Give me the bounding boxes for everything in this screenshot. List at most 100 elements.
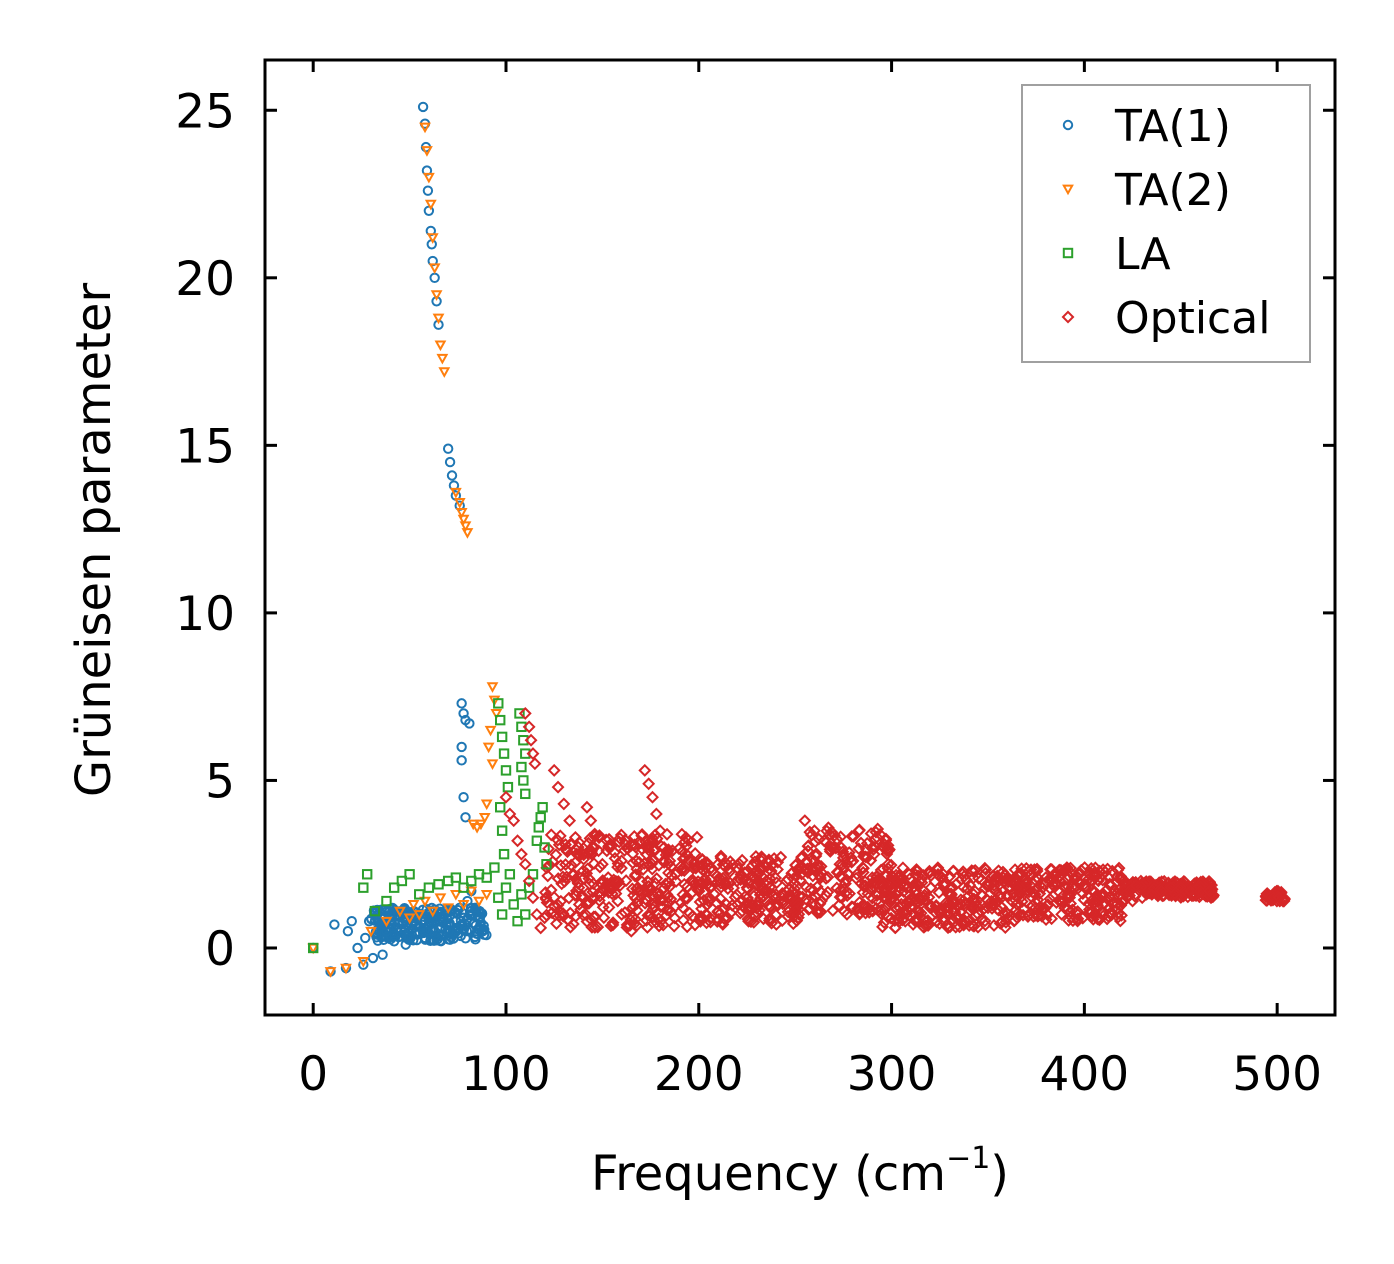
data-point-optical: [792, 907, 806, 921]
data-point-optical: [584, 814, 598, 828]
data-point-optical: [642, 843, 656, 857]
data-point-ta-1-: [377, 949, 388, 960]
data-point-optical: [554, 859, 568, 872]
data-point-optical: [1030, 870, 1044, 884]
data-point-optical: [681, 834, 695, 847]
data-point-optical: [668, 900, 682, 914]
data-point-optical: [703, 911, 717, 925]
ticks-layer: [265, 60, 1335, 1015]
data-point-optical: [939, 896, 953, 910]
data-point-optical: [932, 886, 946, 900]
data-point-optical: [661, 843, 675, 857]
data-point-optical: [1183, 884, 1197, 898]
data-point-optical: [1106, 891, 1120, 905]
data-point-optical: [554, 894, 568, 908]
data-point-optical: [548, 908, 562, 922]
data-point-optical: [957, 897, 971, 911]
data-point-optical: [808, 824, 821, 838]
data-point-optical: [1055, 907, 1069, 921]
data-point-la: [466, 875, 477, 887]
data-point-optical: [695, 858, 709, 872]
data-point-optical: [595, 857, 609, 871]
data-point-optical: [775, 914, 789, 928]
data-point-optical: [588, 910, 602, 924]
data-point-optical: [684, 874, 698, 888]
data-point-optical: [943, 920, 957, 934]
y-tick-label: 0: [205, 922, 235, 977]
data-point-optical: [614, 828, 628, 842]
data-point-optical: [904, 894, 918, 908]
data-point-la: [433, 879, 444, 890]
data-point-optical: [961, 882, 974, 896]
data-point-optical: [557, 797, 571, 811]
data-point-acoustic-cluster: [431, 935, 442, 946]
data-point-optical: [549, 848, 563, 862]
data-point-la: [533, 822, 544, 833]
data-point-optical: [1111, 907, 1125, 921]
data-point-optical: [809, 847, 823, 861]
data-point-optical: [939, 877, 953, 891]
data-point-ta-1-: [442, 443, 454, 454]
data-point-ta-2-: [482, 742, 495, 754]
data-point-optical: [639, 913, 653, 927]
data-point-la: [496, 909, 508, 920]
data-point-optical: [730, 897, 744, 911]
data-point-optical: [678, 892, 692, 905]
y-axis-title: Grüneisen parameter: [66, 283, 122, 798]
data-point-optical: [635, 829, 649, 843]
data-point-optical: [952, 911, 966, 925]
data-point-optical: [1031, 902, 1045, 916]
data-point-optical: [541, 869, 555, 883]
data-point-optical: [1019, 861, 1033, 875]
data-point-optical: [636, 862, 650, 876]
data-point-la: [520, 748, 531, 759]
data-point-ta-2-: [380, 916, 393, 928]
data-point-optical: [676, 844, 690, 858]
data-point-optical: [921, 918, 935, 932]
data-point-acoustic-cluster: [378, 934, 389, 945]
data-point-la: [541, 859, 552, 870]
data-point-la: [531, 835, 543, 846]
data-point-optical: [1077, 877, 1091, 891]
data-point-optical: [764, 912, 778, 926]
data-point-ta-1-: [473, 912, 485, 924]
data-point-optical: [930, 915, 944, 929]
data-point-optical: [602, 832, 616, 846]
x-axis-title: Frequency (cm−1): [591, 1141, 1009, 1202]
data-point-optical: [1142, 875, 1156, 889]
x-axis-title-main: Frequency (cm: [591, 1146, 946, 1202]
data-point-optical: [830, 865, 844, 879]
data-point-optical: [742, 902, 756, 916]
data-point-optical: [1101, 862, 1114, 876]
legend-box: [1021, 84, 1311, 363]
data-point-optical: [534, 921, 548, 935]
data-point-la: [369, 905, 381, 917]
data-point-ta-1-: [329, 919, 340, 930]
data-point-optical: [551, 872, 565, 886]
data-point-optical: [789, 858, 803, 872]
data-point-optical: [1203, 889, 1217, 903]
data-point-optical: [604, 837, 618, 851]
data-point-optical: [945, 888, 958, 902]
data-point-optical: [1071, 914, 1085, 928]
data-point-ta-1-: [360, 932, 371, 944]
data-point-ta-2-: [467, 819, 480, 831]
data-point-optical: [634, 884, 648, 898]
data-point-optical: [978, 914, 992, 928]
data-point-optical: [1028, 888, 1042, 902]
data-point-ta-2-: [428, 263, 441, 275]
data-point-optical: [518, 857, 532, 871]
data-point-ta-1-: [358, 959, 369, 970]
data-point-optical: [711, 904, 725, 918]
data-point-optical: [688, 847, 702, 860]
data-point-optical: [631, 881, 645, 895]
data-point-optical: [804, 882, 818, 896]
data-point-optical: [888, 921, 902, 935]
data-point-optical: [752, 903, 766, 917]
data-point-optical: [1078, 861, 1092, 875]
data-point-optical: [686, 909, 699, 923]
data-point-optical: [569, 884, 583, 898]
data-point-ta-2-: [357, 957, 370, 968]
legend-marker: [1062, 119, 1074, 131]
y-tick-label: 20: [175, 252, 235, 307]
